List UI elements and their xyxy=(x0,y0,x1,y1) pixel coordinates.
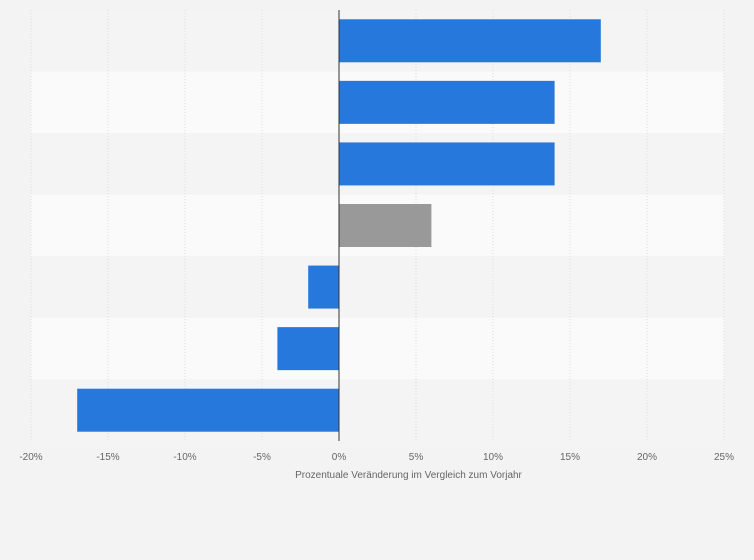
x-tick-label: 10% xyxy=(483,452,503,463)
x-tick-label: 5% xyxy=(409,452,424,463)
x-tick-label: -20% xyxy=(19,452,42,463)
row-band xyxy=(31,256,724,318)
row-band xyxy=(31,317,724,380)
bar[interactable] xyxy=(339,142,555,186)
x-tick-label: -15% xyxy=(96,452,119,463)
x-tick-label: 20% xyxy=(637,452,657,463)
x-tick-label: 15% xyxy=(560,452,580,463)
x-tick-labels: -20% -15% -10% -5% 0% 5% 10% 15% 20% 25% xyxy=(19,452,734,463)
bar[interactable] xyxy=(77,388,339,432)
x-tick-label: -5% xyxy=(253,452,271,463)
bar[interactable] xyxy=(308,265,339,309)
x-tick-label: 0% xyxy=(332,452,347,463)
x-tick-label: -10% xyxy=(173,452,196,463)
bars xyxy=(77,19,601,432)
x-tick-label: 25% xyxy=(714,452,734,463)
x-axis-title: Prozentuale Veränderung im Vergleich zum… xyxy=(295,470,522,481)
bar[interactable] xyxy=(339,19,601,63)
bar[interactable] xyxy=(339,204,432,247)
bar[interactable] xyxy=(339,80,555,124)
bar[interactable] xyxy=(277,327,339,371)
